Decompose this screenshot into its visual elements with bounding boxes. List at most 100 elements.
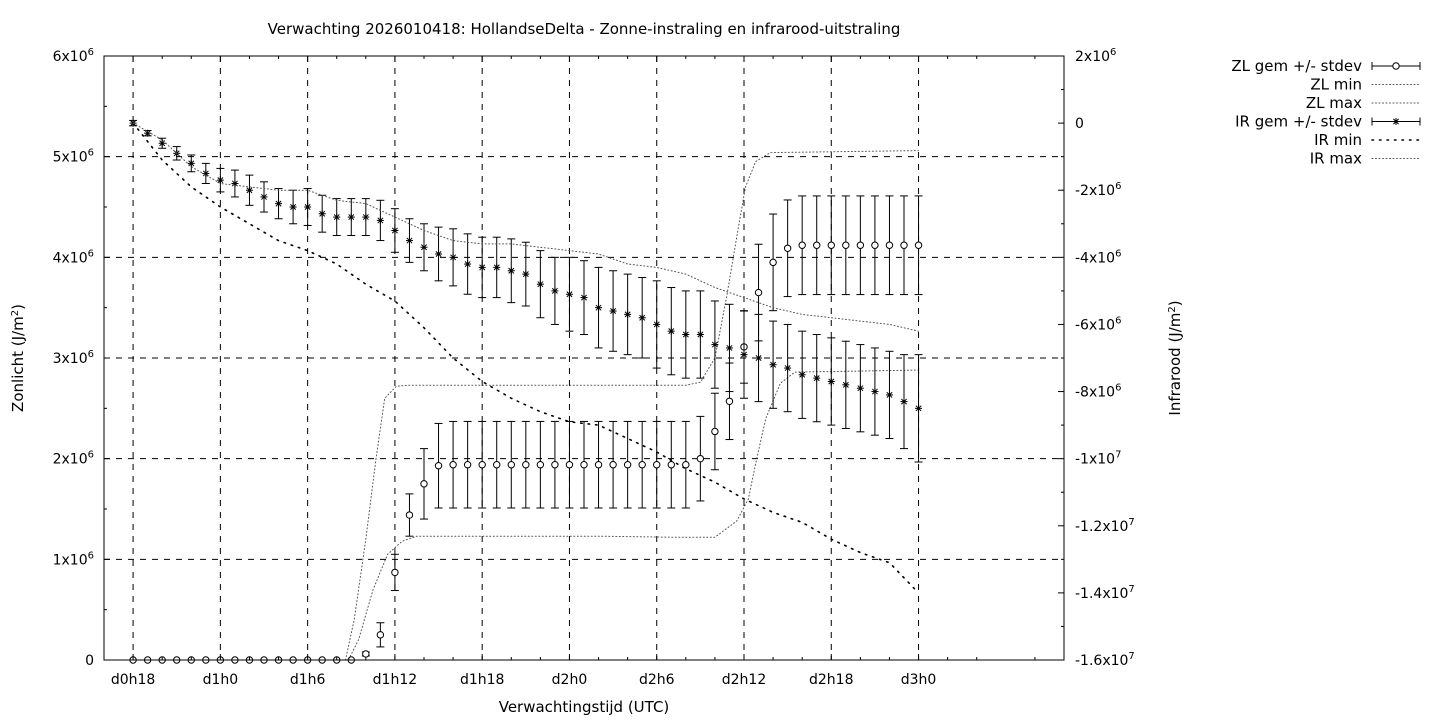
data-point bbox=[871, 388, 879, 396]
legend-entry: ZL gem +/- stdev bbox=[1231, 57, 1421, 75]
data-point bbox=[158, 139, 166, 147]
data-point bbox=[449, 253, 457, 261]
data-point-stroke bbox=[290, 204, 297, 210]
data-point bbox=[551, 461, 559, 469]
data-point-stroke bbox=[668, 328, 675, 335]
data-point-stroke bbox=[246, 187, 253, 194]
y2-tick-label: -1.4x107 bbox=[1075, 584, 1135, 602]
y2-tick-label: -1.6x107 bbox=[1075, 651, 1135, 669]
data-point bbox=[376, 631, 385, 639]
y-tick-label: 4x106 bbox=[53, 248, 94, 266]
data-point bbox=[682, 461, 690, 469]
data-point bbox=[638, 461, 646, 469]
data-point bbox=[813, 374, 821, 382]
series-line bbox=[132, 122, 919, 332]
data-point bbox=[493, 461, 501, 469]
data-point-stroke bbox=[508, 267, 515, 274]
legend-entry: IR min bbox=[1314, 131, 1421, 149]
data-point bbox=[653, 320, 661, 328]
y-tick-label: 6x106 bbox=[53, 47, 94, 65]
data-point bbox=[565, 290, 573, 298]
data-point-stroke bbox=[871, 388, 878, 395]
data-point-stroke bbox=[581, 294, 587, 301]
data-point-stroke bbox=[842, 381, 849, 388]
y2-axis-label-base: Infrarood (J/m bbox=[1166, 313, 1184, 416]
data-point bbox=[914, 241, 923, 249]
data-point-stroke bbox=[144, 130, 151, 137]
data-point-stroke bbox=[697, 331, 704, 338]
x-tick-label: d1h18 bbox=[460, 672, 504, 688]
data-point bbox=[333, 213, 341, 221]
data-point-stroke bbox=[784, 365, 791, 372]
y-tick-label: 0 bbox=[85, 653, 94, 669]
y2-tick-label: 0 bbox=[1075, 116, 1084, 132]
data-point bbox=[405, 237, 413, 245]
data-point-stroke bbox=[202, 170, 209, 177]
data-point bbox=[507, 267, 515, 275]
data-point bbox=[202, 169, 210, 177]
data-point-stroke bbox=[610, 308, 617, 315]
data-point bbox=[463, 461, 472, 469]
data-point bbox=[609, 307, 617, 315]
data-point-stroke bbox=[217, 177, 224, 184]
data-point-stroke bbox=[770, 361, 777, 368]
data-point bbox=[144, 129, 152, 137]
series-5 bbox=[132, 122, 919, 332]
x-tick-label: d2h0 bbox=[552, 672, 588, 688]
series-4 bbox=[132, 122, 920, 594]
data-point bbox=[711, 341, 719, 349]
data-point-stroke bbox=[726, 344, 733, 351]
data-point bbox=[813, 241, 821, 249]
data-point-stroke bbox=[377, 217, 384, 224]
data-point bbox=[391, 568, 399, 577]
data-point bbox=[769, 361, 777, 369]
y-tick-label: 3x106 bbox=[53, 349, 94, 367]
data-point-stroke bbox=[421, 244, 427, 251]
series-line bbox=[132, 122, 920, 594]
data-point bbox=[798, 241, 806, 249]
data-point bbox=[507, 461, 515, 469]
data-point bbox=[347, 213, 355, 221]
series-0 bbox=[129, 195, 923, 664]
data-point bbox=[900, 398, 908, 406]
data-point-stroke bbox=[741, 351, 747, 358]
legend-marker bbox=[1392, 118, 1400, 125]
data-point-stroke bbox=[595, 304, 602, 311]
data-point bbox=[842, 241, 850, 249]
legend-marker-stroke bbox=[1393, 118, 1399, 125]
data-point-stroke bbox=[275, 200, 282, 207]
data-point bbox=[449, 461, 457, 469]
data-point bbox=[362, 650, 370, 658]
data-point bbox=[740, 351, 748, 359]
x-tick-label: d3h0 bbox=[901, 672, 937, 688]
data-point bbox=[565, 461, 574, 469]
data-point-stroke bbox=[755, 355, 762, 361]
x-tick-label: d0h18 bbox=[111, 672, 155, 688]
data-point-stroke bbox=[406, 237, 413, 244]
data-point bbox=[871, 241, 879, 249]
data-point-stroke bbox=[828, 378, 835, 385]
data-point-stroke bbox=[435, 250, 442, 257]
data-point bbox=[522, 270, 530, 278]
data-point bbox=[318, 210, 326, 218]
data-point-stroke bbox=[348, 214, 355, 221]
data-point-stroke bbox=[261, 193, 267, 200]
legend-label: ZL min bbox=[1310, 76, 1362, 94]
data-point-stroke bbox=[639, 314, 646, 321]
data-point-stroke bbox=[653, 321, 660, 328]
axes: d0h18 d1h0 d1h6 d1h12 d1h18 d2h0 d2h6 d2h12 d2h1… bbox=[53, 47, 1135, 688]
data-point bbox=[784, 364, 792, 372]
series-1 bbox=[103, 369, 919, 661]
legend-marker bbox=[1392, 62, 1400, 70]
data-point bbox=[289, 203, 297, 211]
data-point bbox=[435, 250, 443, 258]
data-point-stroke bbox=[624, 311, 631, 318]
data-point bbox=[420, 243, 428, 251]
y2-axis-label: Infrarood (J/m2) bbox=[1166, 300, 1184, 415]
data-point-stroke bbox=[566, 291, 573, 298]
data-point bbox=[856, 241, 865, 249]
data-point-stroke bbox=[857, 385, 864, 392]
data-point bbox=[536, 280, 544, 288]
x-tick-label: d2h18 bbox=[809, 672, 853, 688]
data-point bbox=[711, 427, 719, 436]
